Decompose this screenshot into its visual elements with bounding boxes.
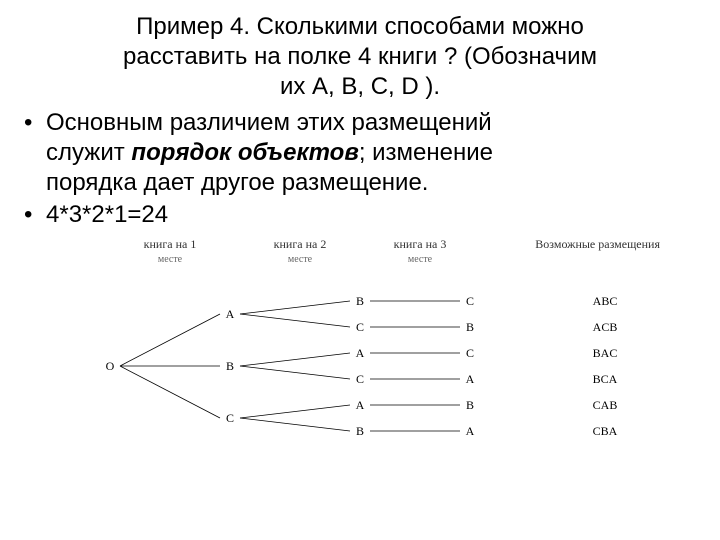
result-3: BCA xyxy=(593,372,618,386)
result-1: ACB xyxy=(593,320,618,334)
node-root: O xyxy=(106,359,115,373)
h1b: месте xyxy=(158,254,182,265)
h3b: месте xyxy=(408,254,432,265)
node-l3-1: B xyxy=(466,320,474,334)
b1-b: служит xyxy=(46,139,131,166)
b1-a: Основным различием этих размещений xyxy=(46,109,492,136)
tree-diagram: книга на 1 месте книга на 2 месте книга … xyxy=(20,238,700,473)
bullet-2: 4*3*2*1=24 xyxy=(46,200,700,230)
h2a: книга на 2 xyxy=(274,237,327,251)
title-l3: их A, B, C, D ). xyxy=(280,73,440,100)
node-l1-0: A xyxy=(226,307,235,321)
header-col1: книга на 1 месте xyxy=(100,238,240,266)
node-l1-1: B xyxy=(226,359,234,373)
b1-d: порядка дает другое размещение. xyxy=(46,169,428,196)
title-l1: Пример 4. Сколькими способами можно xyxy=(136,13,584,40)
b1-em: порядок объектов xyxy=(131,139,358,166)
column-headers: книга на 1 месте книга на 2 месте книга … xyxy=(20,238,700,266)
result-5: CBA xyxy=(593,424,618,438)
bullet-list: Основным различием этих размещений служи… xyxy=(20,108,700,230)
node-l3-0: C xyxy=(466,294,474,308)
title-l2: расставить на полке 4 книги ? (Обозначим xyxy=(123,43,597,70)
node-l2-0: B xyxy=(356,294,364,308)
tree-svg: O A B C B C A C A B C B C A B A ABC ACB … xyxy=(20,266,700,466)
h3a: книга на 3 xyxy=(394,237,447,251)
node-l3-2: C xyxy=(466,346,474,360)
node-l2-3: C xyxy=(356,372,364,386)
node-l2-2: A xyxy=(356,346,365,360)
b1-c: ; изменение xyxy=(359,139,493,166)
node-l3-3: A xyxy=(466,372,475,386)
node-l3-5: A xyxy=(466,424,475,438)
tree-lines xyxy=(120,301,460,431)
header-col4: Возможные размещения xyxy=(480,238,670,266)
node-l2-5: B xyxy=(356,424,364,438)
h4: Возможные размещения xyxy=(535,237,660,251)
node-l2-4: A xyxy=(356,398,365,412)
header-col3: книга на 3 месте xyxy=(360,238,480,266)
bullet-1: Основным различием этих размещений служи… xyxy=(46,108,700,198)
result-0: ABC xyxy=(593,294,618,308)
result-4: CAB xyxy=(593,398,618,412)
slide-title: Пример 4. Сколькими способами можно расс… xyxy=(20,12,700,102)
result-2: BAC xyxy=(593,346,618,360)
node-l3-4: B xyxy=(466,398,474,412)
header-col2: книга на 2 месте xyxy=(240,238,360,266)
node-l1-2: C xyxy=(226,411,234,425)
h2b: месте xyxy=(288,254,312,265)
node-l2-1: C xyxy=(356,320,364,334)
h1a: книга на 1 xyxy=(144,237,197,251)
b2: 4*3*2*1=24 xyxy=(46,201,168,228)
